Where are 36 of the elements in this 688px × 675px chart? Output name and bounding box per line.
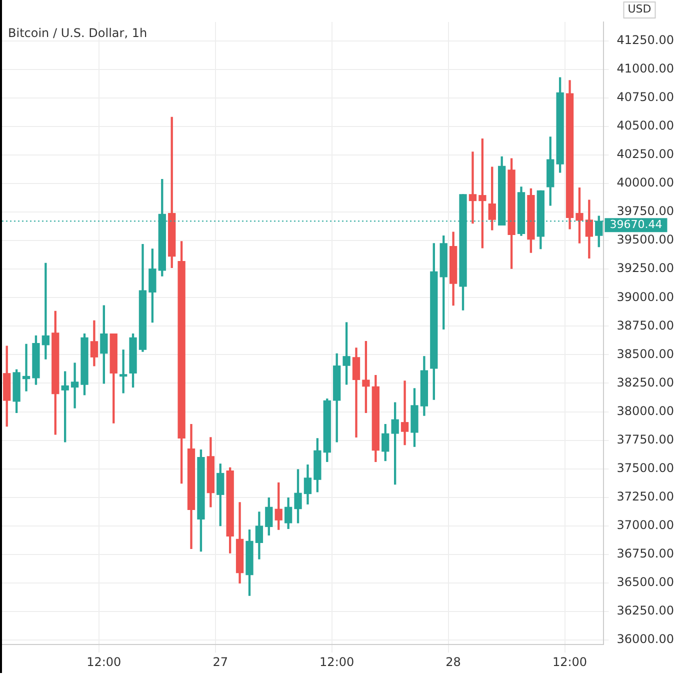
y-tick-label: 38250.00 [616,375,674,390]
candlestick [468,152,477,224]
y-tick-label: 39250.00 [616,261,674,276]
y-axis-title: USD [628,2,652,16]
y-tick-label: 40750.00 [616,90,674,104]
y-tick-label: 37750.00 [616,432,674,446]
y-tick-label: 40250.00 [616,147,674,162]
ref-line-label: 39670.44 [610,218,662,231]
candlestick [42,262,50,360]
y-tick-label: 41000.00 [616,61,674,76]
y-tick-label: 41250.00 [616,32,674,47]
y-tick-label: 38000.00 [616,404,674,418]
y-tick-label: 39750.00 [616,204,674,218]
x-tick-label: 12:00 [320,654,354,669]
y-tick-label: 38500.00 [616,346,674,361]
y-tick-label: 40500.00 [616,118,674,133]
candlestick [119,350,128,394]
y-tick-label: 36500.00 [616,575,674,590]
y-tick-label: 37500.00 [616,460,674,475]
y-tick-label: 36250.00 [616,604,674,618]
chart-title: Bitcoin / U.S. Dollar, 1h [8,26,148,40]
y-tick-label: 36000.00 [616,632,674,646]
candlestick [70,362,79,408]
y-tick-label: 40000.00 [616,176,674,190]
y-tick-label: 39000.00 [616,290,674,304]
candlestick [22,344,30,392]
x-tick-label: 28 [446,654,461,669]
y-tick-label: 36750.00 [616,546,674,561]
x-tick-label: 12:00 [86,654,122,669]
y-tick-label: 39500.00 [616,232,674,247]
x-tick-label: 12:00 [552,654,588,669]
y-tick-label: 38750.00 [616,318,674,332]
x-tick-label: 27 [212,654,228,669]
y-tick-label: 37250.00 [616,489,674,504]
y-tick-label: 37000.00 [616,518,674,532]
candlestick [400,380,409,446]
